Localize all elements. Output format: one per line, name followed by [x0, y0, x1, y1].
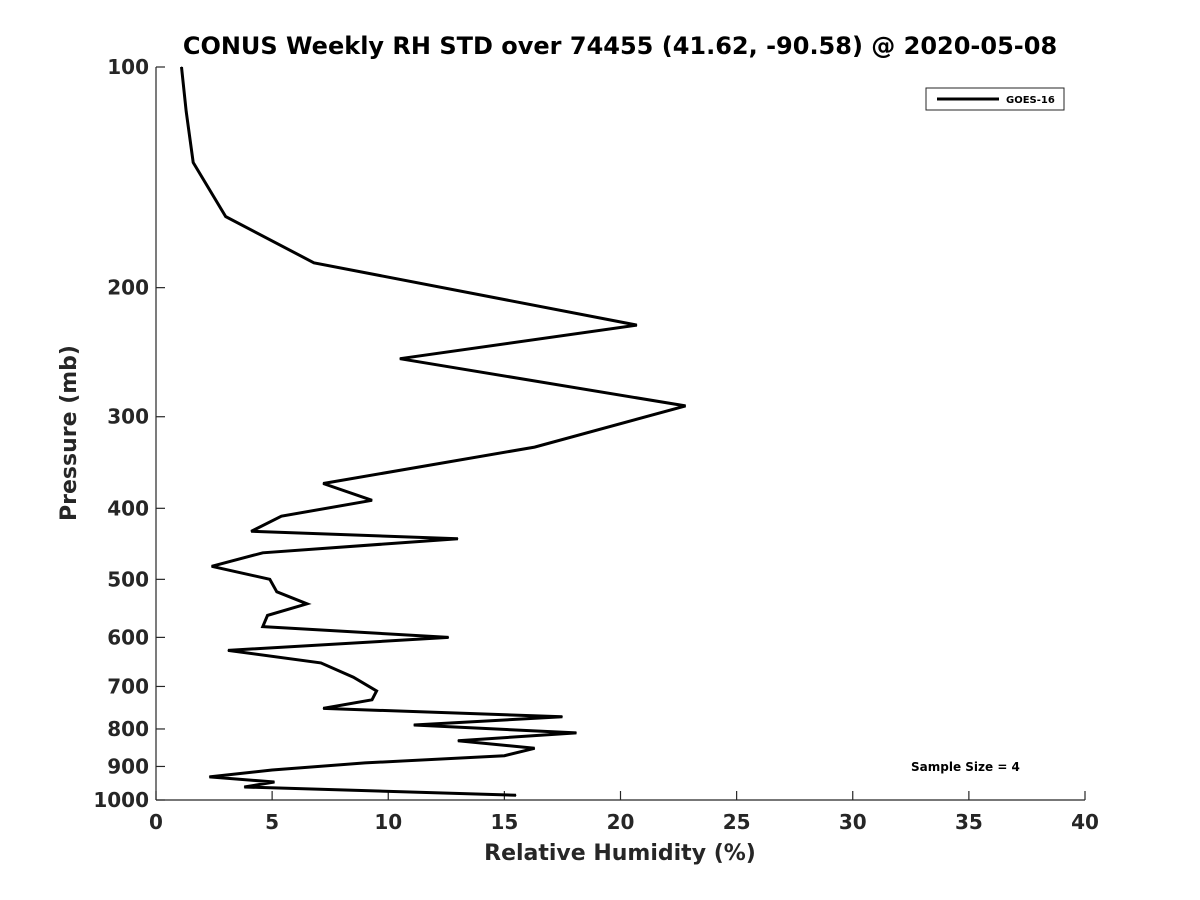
legend: GOES-16	[925, 87, 1065, 111]
axis-ticks: 0 5 10 15 20 25 30 35 40 100 200 300 400 500 600 700 800…	[93, 55, 1099, 834]
data-point	[208, 776, 210, 778]
x-tick-label: 40	[1071, 810, 1099, 834]
series-line-goes-16	[180, 66, 686, 797]
x-tick-label: 5	[265, 810, 279, 834]
data-point	[371, 499, 373, 501]
x-tick-label: 20	[607, 810, 635, 834]
x-axis-label: Relative Humidity (%)	[484, 841, 756, 866]
data-point	[322, 707, 324, 709]
y-tick-label: 900	[107, 754, 149, 778]
y-tick-label: 400	[107, 496, 149, 520]
y-tick-label: 100	[107, 55, 149, 79]
series-layer	[180, 66, 686, 797]
data-point	[685, 405, 686, 407]
data-point	[322, 483, 324, 484]
y-tick-label: 500	[107, 567, 149, 591]
data-point	[273, 781, 275, 783]
y-tick-label: 800	[107, 717, 149, 741]
x-tick-label: 10	[374, 810, 402, 834]
data-point	[269, 578, 271, 580]
data-point	[503, 755, 505, 757]
data-point	[192, 162, 194, 163]
data-point	[225, 216, 227, 218]
data-point	[561, 716, 563, 718]
data-point	[320, 662, 322, 664]
data-point	[352, 676, 354, 678]
data-point	[250, 530, 252, 532]
data-point	[575, 732, 577, 734]
data-point	[636, 324, 638, 326]
data-point	[534, 446, 536, 448]
y-axis-label: Pressure (mb)	[57, 345, 82, 521]
data-point	[276, 591, 278, 593]
data-point	[211, 565, 213, 567]
data-point	[371, 699, 373, 701]
data-point	[376, 690, 378, 692]
x-tick-label: 15	[490, 810, 518, 834]
y-tick-label: 300	[107, 405, 149, 429]
x-tick-label: 35	[955, 810, 983, 834]
x-tick-label: 0	[149, 810, 163, 834]
data-point	[243, 786, 245, 788]
data-point	[534, 747, 536, 749]
data-point	[271, 769, 273, 771]
legend-label: GOES-16	[1006, 95, 1055, 106]
data-point	[185, 111, 187, 112]
data-point	[267, 614, 268, 616]
data-point	[280, 515, 282, 517]
data-point	[457, 740, 459, 742]
x-tick-label: 30	[839, 810, 867, 834]
data-point	[413, 724, 415, 726]
data-point	[181, 66, 182, 68]
data-point	[448, 636, 450, 638]
chart-title: CONUS Weekly RH STD over 74455 (41.62, -…	[183, 32, 1057, 60]
data-point	[227, 649, 229, 651]
sample-size-annotation: Sample Size = 4	[911, 760, 1020, 774]
data-point	[306, 603, 308, 605]
y-tick-label: 600	[107, 625, 149, 649]
x-tick-label: 25	[723, 810, 751, 834]
data-point	[515, 794, 517, 796]
y-tick-label: 700	[107, 674, 149, 698]
data-point	[262, 626, 264, 628]
y-tick-label: 1000	[93, 788, 149, 812]
data-point	[313, 262, 315, 264]
data-point	[262, 552, 264, 554]
y-tick-label: 200	[107, 276, 149, 300]
data-point	[457, 538, 459, 540]
data-point	[364, 762, 366, 764]
data-point	[399, 358, 401, 360]
